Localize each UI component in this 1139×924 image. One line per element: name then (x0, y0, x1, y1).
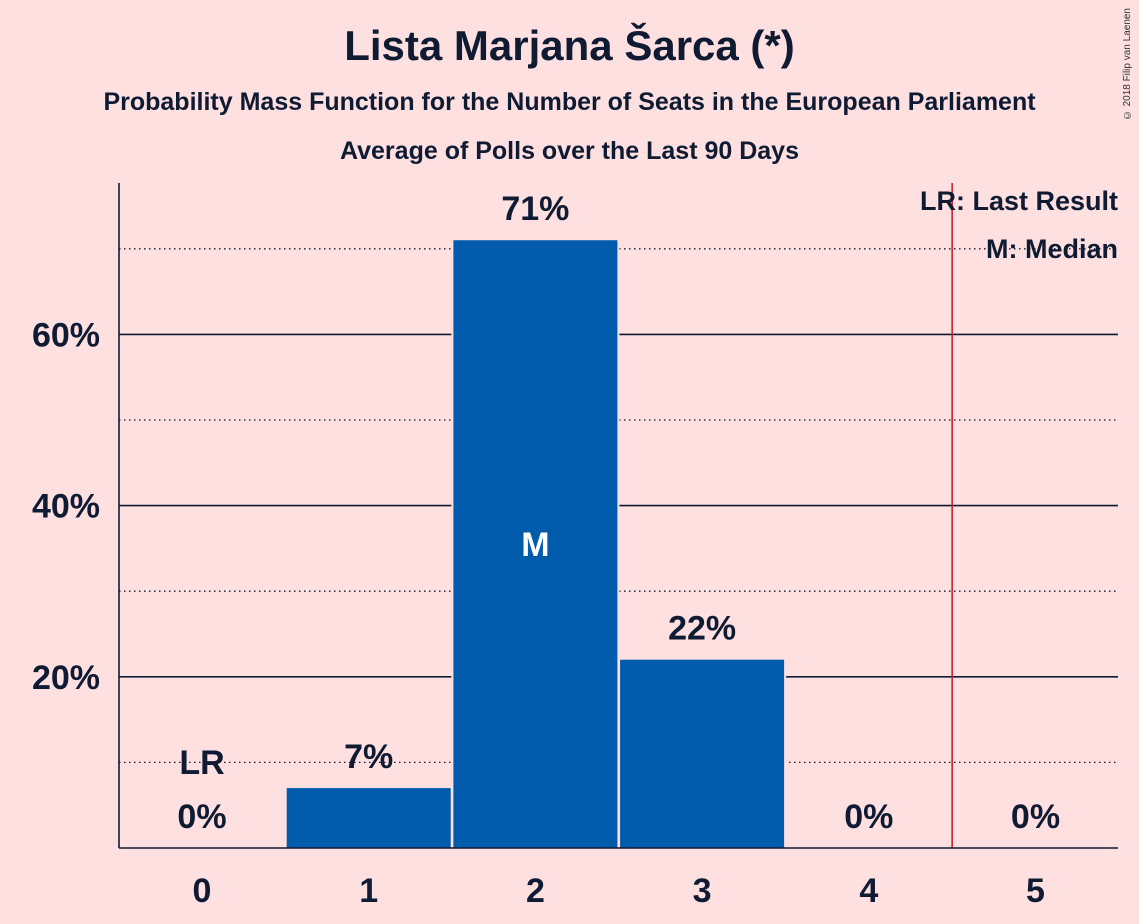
data-label: 22% (668, 610, 736, 648)
x-tick-label: 5 (1026, 872, 1045, 910)
x-tick-label: 1 (359, 872, 378, 910)
x-tick-label: 4 (859, 872, 878, 910)
bar (286, 788, 451, 848)
chart-subtitle: Probability Mass Function for the Number… (103, 88, 1036, 116)
legend-median: M: Median (986, 234, 1118, 264)
data-label: 71% (501, 190, 569, 228)
chart-title: Lista Marjana Šarca (*) (344, 22, 795, 69)
data-label: 0% (844, 798, 893, 836)
bar (620, 659, 785, 848)
x-tick-label: 3 (693, 872, 712, 910)
y-tick-label: 40% (32, 488, 100, 526)
data-label: 0% (1011, 798, 1060, 836)
x-tick-label: 2 (526, 872, 545, 910)
median-marker: M (521, 526, 549, 564)
legend-last-result: LR: Last Result (920, 186, 1118, 216)
y-tick-label: 20% (32, 659, 100, 697)
data-label: 7% (344, 738, 393, 776)
chart-subtitle-2: Average of Polls over the Last 90 Days (340, 137, 799, 165)
x-tick-label: 0 (193, 872, 212, 910)
bar (453, 240, 618, 849)
data-label: 0% (177, 798, 226, 836)
last-result-marker: LR (179, 744, 224, 782)
y-tick-label: 60% (32, 316, 100, 354)
